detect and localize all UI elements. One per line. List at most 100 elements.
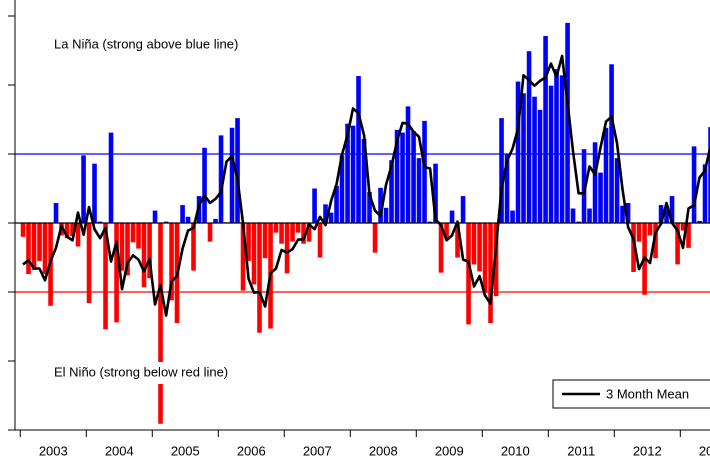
x-tick-label: 2012 <box>633 443 662 458</box>
bar <box>620 205 625 223</box>
x-tick-label: 2008 <box>369 443 398 458</box>
bar <box>92 163 97 223</box>
bar <box>361 138 367 223</box>
bar <box>664 208 669 223</box>
bar <box>400 132 405 223</box>
bar <box>647 223 653 236</box>
annotation: La Niña (strong above blue line) <box>54 36 238 51</box>
bar <box>356 76 361 223</box>
bar <box>598 172 603 223</box>
bar <box>152 210 158 223</box>
bar <box>86 223 92 304</box>
bar <box>636 223 642 242</box>
bar <box>444 223 449 239</box>
bar <box>576 221 581 223</box>
bar <box>64 223 70 239</box>
bar <box>279 223 284 244</box>
bar <box>592 142 598 223</box>
x-tick-label: 2009 <box>435 443 464 458</box>
x-tick-label: 2004 <box>105 443 134 458</box>
bar <box>394 129 400 223</box>
bar <box>328 212 334 223</box>
bar <box>488 223 493 324</box>
x-tick-label: 2013 <box>699 443 710 458</box>
bar <box>466 223 471 325</box>
bar <box>26 223 31 275</box>
bar <box>75 223 81 247</box>
bar <box>427 221 433 223</box>
bar <box>609 64 614 223</box>
bar <box>691 146 697 223</box>
bar <box>136 223 141 249</box>
bar <box>477 223 482 272</box>
x-tick-label: 2010 <box>501 443 530 458</box>
overlay: 2003 2004 2005 2006 2007 2008 2009 2010 2011 2012… <box>8 0 710 458</box>
bar <box>537 109 543 223</box>
bar <box>202 147 207 223</box>
bar <box>521 93 526 223</box>
bar <box>581 149 587 223</box>
bar <box>570 208 576 223</box>
bar <box>515 81 521 223</box>
bar <box>658 205 664 223</box>
bar <box>323 204 328 223</box>
bar <box>686 223 691 248</box>
x-tick-label: 2005 <box>171 443 200 458</box>
bar <box>130 223 136 243</box>
bar <box>405 106 411 223</box>
bar <box>350 125 356 223</box>
legend-label: 3 Month Mean <box>606 386 689 401</box>
bar <box>163 221 169 223</box>
bar <box>587 208 592 223</box>
bar <box>433 163 438 223</box>
bar <box>416 158 422 223</box>
bar <box>169 223 174 301</box>
bar <box>422 120 427 223</box>
bar <box>185 216 191 223</box>
bar <box>378 187 383 223</box>
bar <box>372 223 378 253</box>
bar <box>213 218 218 223</box>
bar <box>290 223 295 242</box>
bar <box>312 188 317 223</box>
bar <box>207 223 213 242</box>
bar <box>218 135 224 223</box>
bar <box>235 118 240 223</box>
bar <box>367 191 372 223</box>
mean-line <box>22 54 710 317</box>
bar <box>284 223 290 274</box>
bar <box>438 223 444 273</box>
bar <box>603 127 609 223</box>
bar <box>471 223 477 265</box>
bar <box>449 210 455 223</box>
bar <box>125 223 130 276</box>
bar <box>653 223 658 259</box>
bar <box>31 223 37 270</box>
bar <box>42 223 48 275</box>
bar <box>532 96 537 223</box>
bar <box>147 223 152 279</box>
x-tick-label: 2003 <box>39 443 68 458</box>
bar <box>482 223 488 293</box>
bar <box>389 160 394 223</box>
bar <box>273 223 279 233</box>
plot-area <box>15 22 710 424</box>
bar <box>548 85 554 223</box>
bar <box>669 196 675 223</box>
bar <box>306 223 312 242</box>
bar <box>251 223 257 285</box>
annotation: El Niño (strong below red line) <box>54 364 228 379</box>
bar <box>108 132 114 223</box>
x-tick-label: 2007 <box>303 443 332 458</box>
bar <box>103 223 108 330</box>
bar <box>460 196 466 223</box>
bar <box>383 207 389 223</box>
bar <box>702 164 708 223</box>
x-tick-label: 2011 <box>567 443 595 458</box>
bar <box>262 223 268 259</box>
bar <box>334 185 339 223</box>
bar <box>37 223 42 261</box>
bar <box>97 221 103 223</box>
bar <box>339 155 345 223</box>
